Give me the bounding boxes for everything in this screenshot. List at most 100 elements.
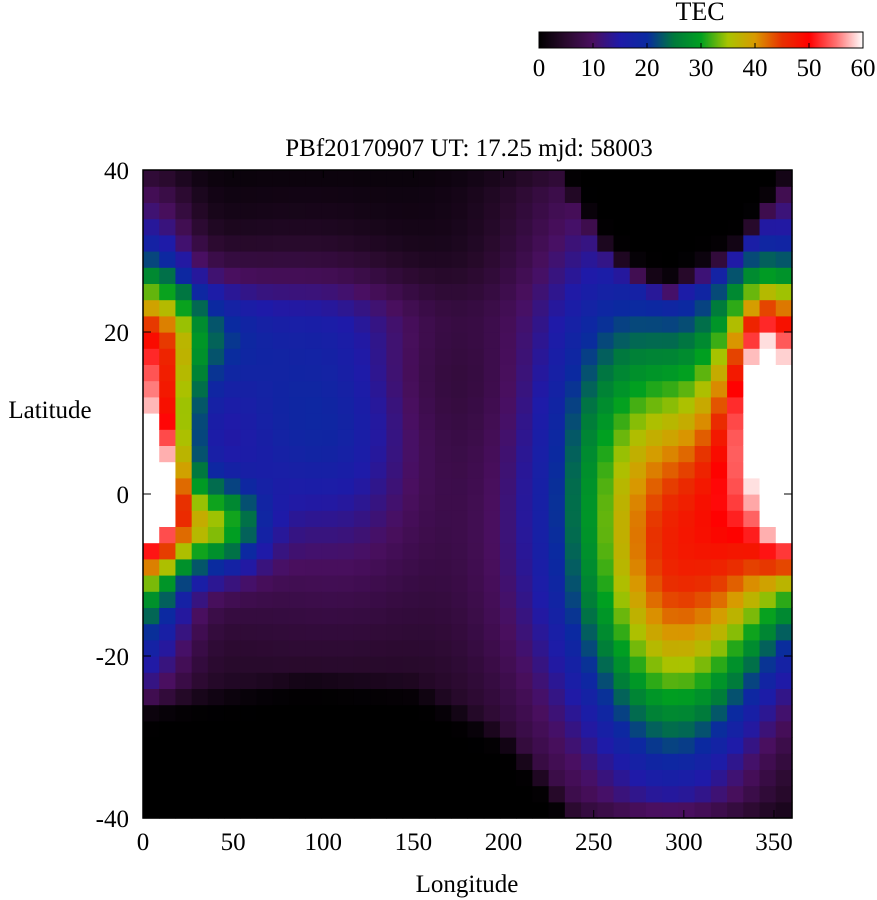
heatmap-cell xyxy=(710,477,728,495)
heatmap-cell xyxy=(629,720,647,738)
heatmap-cell xyxy=(483,186,501,203)
heatmap-cell xyxy=(564,283,582,301)
heatmap-cell xyxy=(629,413,647,430)
heatmap-cell xyxy=(435,477,452,495)
heatmap-cell xyxy=(451,315,469,333)
heatmap-cell xyxy=(727,234,744,252)
heatmap-cell xyxy=(175,591,193,608)
heatmap-cell xyxy=(564,413,582,430)
heatmap-cell xyxy=(467,753,485,770)
heatmap-cell xyxy=(159,510,177,527)
heatmap-cell xyxy=(191,623,209,641)
heatmap-cell xyxy=(581,234,598,252)
heatmap-cell xyxy=(207,477,225,495)
heatmap-cell xyxy=(305,267,323,284)
heatmap-cell xyxy=(240,461,258,479)
heatmap-cell xyxy=(175,753,193,770)
heatmap-cell xyxy=(224,396,241,414)
heatmap-cell xyxy=(548,477,566,495)
heatmap-cell xyxy=(727,283,744,301)
heatmap-cell xyxy=(743,656,761,673)
heatmap-cell xyxy=(353,315,371,333)
heatmap-cell xyxy=(548,202,566,220)
heatmap-cell xyxy=(272,218,290,236)
heatmap-cell xyxy=(370,558,387,576)
heatmap-cell xyxy=(305,575,323,592)
colorbar-tick-label: 0 xyxy=(533,55,546,82)
heatmap-cell xyxy=(483,623,501,641)
heatmap-cell xyxy=(467,202,485,220)
heatmap-cell xyxy=(175,461,193,479)
heatmap-cell xyxy=(175,704,193,722)
heatmap-cell xyxy=(597,558,615,576)
heatmap-cell xyxy=(727,348,744,365)
heatmap-cell xyxy=(581,801,598,819)
heatmap-cell xyxy=(370,720,387,738)
heatmap-cell xyxy=(516,348,533,365)
heatmap-cell xyxy=(353,299,371,317)
heatmap-cell xyxy=(759,639,777,657)
heatmap-cell xyxy=(451,656,469,673)
heatmap-cell xyxy=(435,542,452,560)
heatmap-cell xyxy=(272,170,290,187)
heatmap-cell xyxy=(581,558,598,576)
heatmap-cell xyxy=(645,380,663,398)
heatmap-cell xyxy=(564,315,582,333)
heatmap-cell xyxy=(191,299,209,317)
heatmap-cell xyxy=(353,396,371,414)
heatmap-cell xyxy=(629,801,647,819)
heatmap-cell xyxy=(353,591,371,608)
heatmap-cell xyxy=(759,558,777,576)
heatmap-cell xyxy=(256,737,274,754)
heatmap-cell xyxy=(402,591,420,608)
heatmap-cell xyxy=(435,461,452,479)
heatmap-cell xyxy=(272,283,290,301)
heatmap-cell xyxy=(272,494,290,511)
heatmap-cell xyxy=(402,704,420,722)
heatmap-cell xyxy=(272,672,290,689)
heatmap-cell xyxy=(743,461,761,479)
heatmap-cell xyxy=(694,218,712,236)
heatmap-cell xyxy=(759,364,777,382)
heatmap-cell xyxy=(370,299,387,317)
heatmap-cell xyxy=(337,315,355,333)
heatmap-cell xyxy=(678,656,696,673)
heatmap-cell xyxy=(727,542,744,560)
heatmap-cell xyxy=(564,769,582,787)
heatmap-cell xyxy=(694,251,712,268)
heatmap-cell xyxy=(305,170,323,187)
heatmap-cell xyxy=(532,704,550,722)
heatmap-cell xyxy=(240,445,258,463)
heatmap-cell xyxy=(418,477,436,495)
heatmap-cell xyxy=(564,672,582,689)
heatmap-cell xyxy=(386,639,404,657)
heatmap-cell xyxy=(370,413,387,430)
heatmap-cell xyxy=(207,170,225,187)
heatmap-cell xyxy=(240,170,258,187)
heatmap-cell xyxy=(386,575,404,592)
heatmap-cell xyxy=(694,396,712,414)
heatmap-cell xyxy=(532,396,550,414)
heatmap-cell xyxy=(759,672,777,689)
heatmap-cell xyxy=(321,218,339,236)
heatmap-cell xyxy=(240,542,258,560)
heatmap-cell xyxy=(256,639,274,657)
heatmap-cell xyxy=(386,234,404,252)
heatmap-cell xyxy=(710,623,728,641)
heatmap-cell xyxy=(451,510,469,527)
heatmap-cell xyxy=(321,656,339,673)
heatmap-cell xyxy=(337,575,355,592)
heatmap-cell xyxy=(418,413,436,430)
heatmap-cell xyxy=(678,575,696,592)
heatmap-cell xyxy=(418,575,436,592)
heatmap-cell xyxy=(532,186,550,203)
heatmap-cell xyxy=(289,737,306,754)
heatmap-cell xyxy=(613,348,631,365)
heatmap-cell xyxy=(629,672,647,689)
heatmap-cell xyxy=(483,785,501,803)
heatmap-cell xyxy=(159,801,177,819)
heatmap-cell xyxy=(613,299,631,317)
heatmap-cell xyxy=(143,170,160,187)
heatmap-cell xyxy=(143,396,160,414)
heatmap-cell xyxy=(645,623,663,641)
